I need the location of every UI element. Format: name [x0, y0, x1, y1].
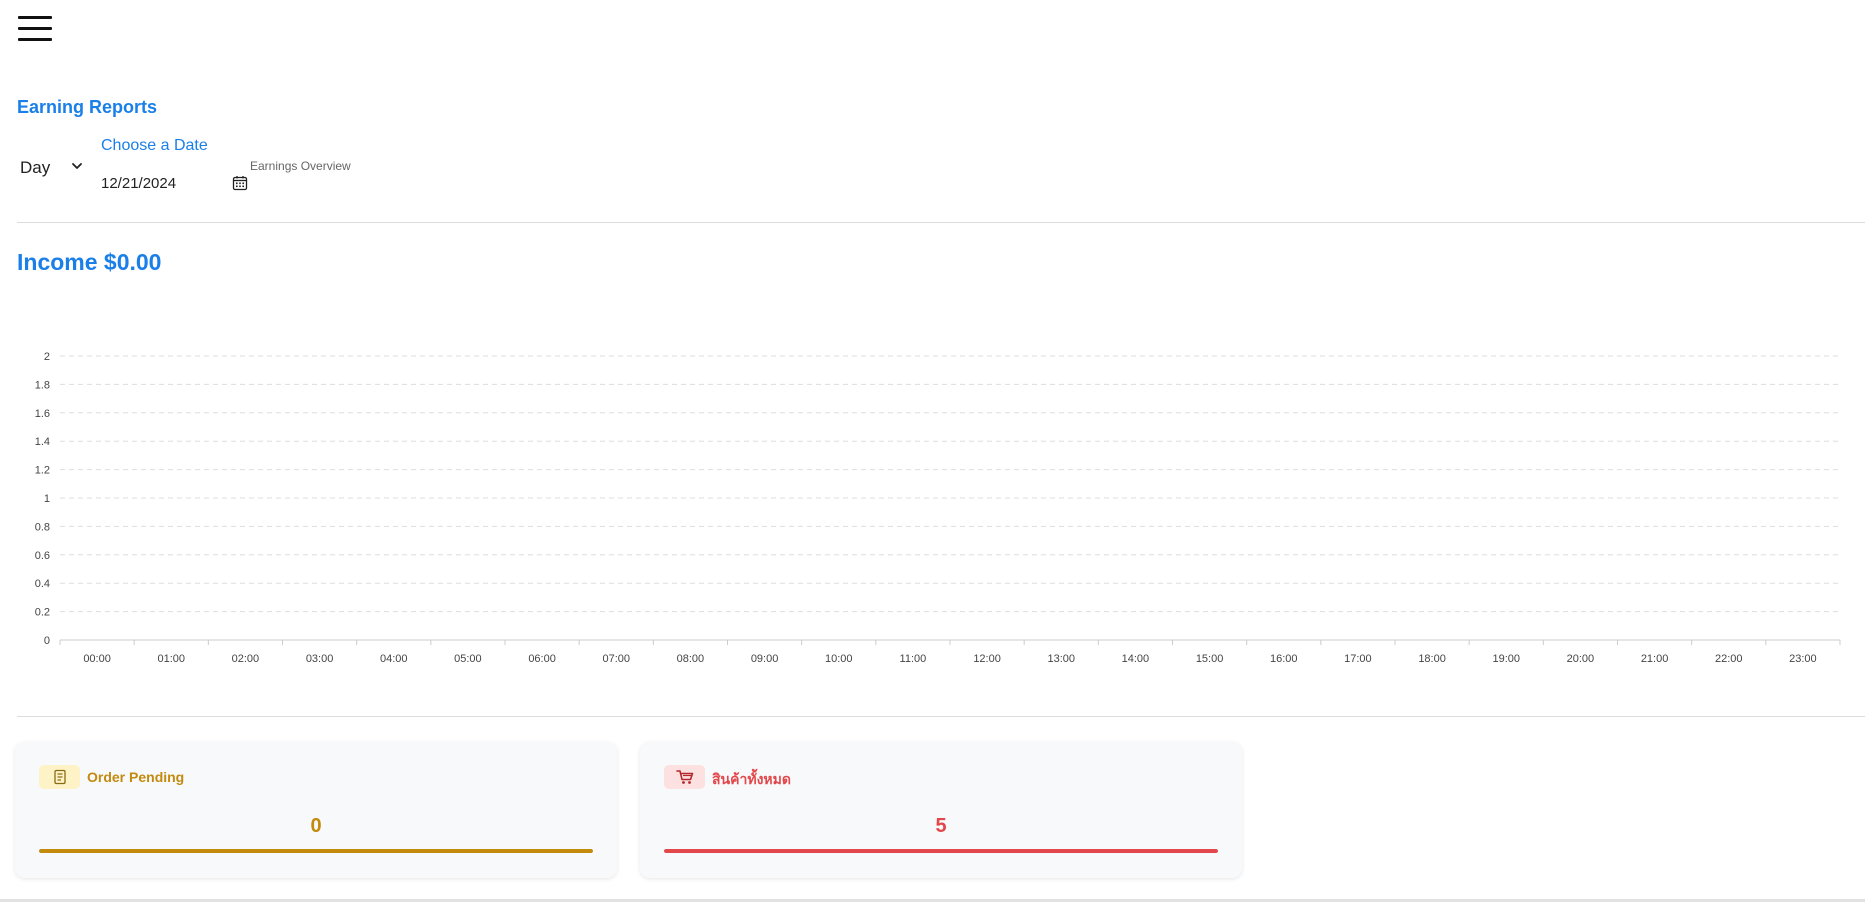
total-products-value: 5	[935, 815, 947, 837]
x-tick-label: 13:00	[1047, 653, 1075, 665]
order-pending-title: Order Pending	[87, 769, 185, 785]
earnings-overview-label: Earnings Overview	[250, 159, 351, 173]
y-tick-label: 2	[44, 351, 50, 363]
x-tick-label: 19:00	[1492, 653, 1520, 665]
x-tick-label: 11:00	[900, 653, 927, 665]
shopping-cart-icon	[664, 765, 705, 789]
x-tick-label: 22:00	[1715, 653, 1743, 665]
y-tick-label: 1.4	[35, 436, 50, 448]
y-tick-label: 0.2	[35, 607, 50, 619]
section-title: Earning Reports	[17, 97, 158, 117]
x-tick-label: 00:00	[83, 653, 111, 665]
y-tick-label: 1.2	[35, 465, 50, 477]
x-tick-label: 05:00	[454, 653, 482, 665]
order-pending-progress-fill	[39, 849, 593, 853]
x-tick-label: 12:00	[973, 653, 1001, 665]
order-pending-progress	[39, 849, 593, 853]
x-tick-label: 02:00	[232, 653, 260, 665]
order-list-icon	[39, 765, 80, 789]
date-picker-label: Choose a Date	[101, 137, 208, 154]
x-tick-label: 21:00	[1641, 653, 1669, 665]
x-tick-label: 20:00	[1567, 653, 1595, 665]
x-tick-label: 15:00	[1196, 653, 1224, 665]
x-tick-label: 23:00	[1789, 653, 1817, 665]
y-tick-label: 0.4	[35, 578, 50, 590]
total-products-progress	[664, 849, 1218, 853]
x-tick-label: 14:00	[1122, 653, 1150, 665]
divider	[17, 222, 1865, 223]
x-tick-label: 08:00	[677, 653, 705, 665]
total-products-card[interactable]: สินค้าทั้งหมด 5	[640, 742, 1242, 878]
x-tick-label: 06:00	[528, 653, 556, 665]
calendar-icon[interactable]	[232, 175, 248, 191]
x-tick-label: 01:00	[157, 653, 185, 665]
date-picker-group: Choose a Date 12/21/2024	[101, 135, 251, 195]
hourly-earnings-chart: 0 0.2 0.4 0.6 0.8 1 1.2 1.4 1.6 1.8 2 00:00 01:00 02…	[35, 351, 1841, 665]
x-tick-label: 16:00	[1270, 653, 1298, 665]
x-tick-label: 04:00	[380, 653, 408, 665]
report-filters: Day Choose a Date 12/21/2024	[17, 135, 397, 195]
date-input[interactable]: 12/21/2024	[101, 172, 248, 194]
y-tick-label: 0	[44, 635, 50, 647]
y-tick-label: 0.6	[35, 550, 50, 562]
x-tick-label: 10:00	[825, 653, 853, 665]
chevron-down-icon	[72, 163, 82, 169]
x-tick-label: 17:00	[1344, 653, 1372, 665]
date-input-value: 12/21/2024	[101, 174, 177, 192]
total-products-progress-fill	[664, 849, 1218, 853]
order-pending-card[interactable]: Order Pending 0	[15, 742, 617, 878]
y-tick-label: 1.6	[35, 408, 50, 420]
hamburger-menu-icon[interactable]	[18, 16, 52, 42]
x-tick-label: 18:00	[1418, 653, 1446, 665]
x-tick-label: 09:00	[751, 653, 779, 665]
x-tick-label: 07:00	[602, 653, 630, 665]
period-select[interactable]: Day	[17, 155, 87, 181]
y-tick-label: 1.8	[35, 379, 50, 391]
divider	[17, 716, 1865, 717]
y-tick-label: 0.8	[35, 521, 50, 533]
period-select-value: Day	[20, 158, 51, 177]
order-pending-value: 0	[310, 815, 322, 837]
x-tick-label: 03:00	[306, 653, 334, 665]
bottom-border	[0, 899, 1865, 902]
total-products-title: สินค้าทั้งหมด	[712, 771, 791, 787]
y-tick-label: 1	[44, 493, 50, 505]
income-total: Income $0.00	[17, 249, 162, 275]
